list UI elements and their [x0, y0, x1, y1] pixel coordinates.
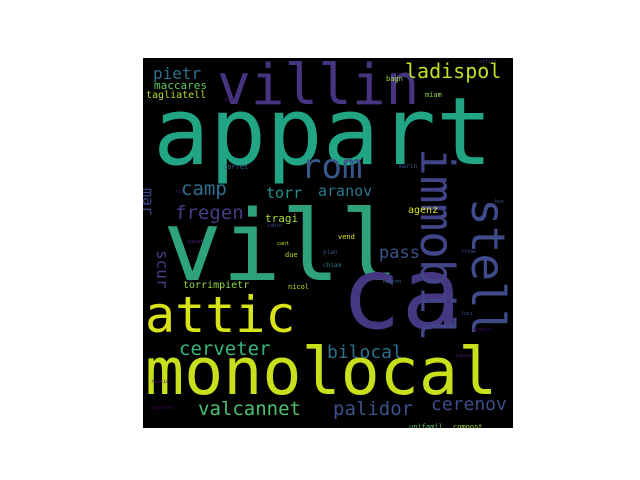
word-pass: pass — [379, 243, 420, 263]
word-luci: luci — [461, 311, 474, 317]
word-scur: scur — [153, 250, 172, 289]
word-gradin: gradin — [473, 327, 492, 333]
word-miam: miam — [425, 91, 442, 99]
word-balcon: balcon — [383, 279, 402, 285]
word-rom: rom — [301, 147, 363, 187]
word-cant: cant — [277, 241, 290, 247]
word-appart: appart — [153, 78, 493, 187]
word-aranov: aranov — [318, 182, 373, 200]
word-chiam: chiam — [323, 262, 342, 269]
word-rif: rif — [175, 189, 185, 195]
word-cerenov: cerenov — [431, 394, 507, 415]
word-frime: frime — [461, 249, 477, 255]
word-immobil: immobil — [410, 148, 464, 342]
word-rustic: rustic — [151, 379, 170, 385]
word-affitt: affitt — [479, 59, 498, 65]
word-lazzar: lazzar — [455, 353, 474, 359]
word-palidor: palidor — [333, 398, 414, 420]
word-corret: corret — [223, 163, 249, 171]
word-cloud: appart vill ca monolocal villin immobil … — [143, 58, 513, 428]
word-dinat: dinat — [188, 239, 204, 245]
word-villin: villin — [217, 58, 420, 118]
word-salon: salon — [367, 321, 386, 328]
word-marin: marin — [399, 163, 418, 170]
word-ladispol: ladispol — [405, 59, 502, 83]
word-pietr: pietr — [153, 64, 202, 83]
word-due: due — [285, 251, 298, 259]
word-camp: camp — [181, 178, 227, 200]
word-mar: mar — [143, 188, 157, 216]
word-ingresso: ingresso — [149, 405, 174, 411]
word-attic: attic — [145, 286, 296, 344]
word-maccares: maccares — [154, 79, 207, 92]
word-bagn: bagn — [386, 75, 403, 83]
word-monolocal: monolocal — [145, 335, 498, 410]
word-unifamil: unifamil — [409, 423, 443, 429]
word-tragi: tragi — [265, 212, 299, 225]
word-vill: vill — [163, 190, 400, 304]
word-vend: vend — [338, 233, 355, 241]
word-cerveter: cerveter — [179, 338, 271, 360]
word-fregen: fregen — [175, 202, 244, 224]
word-ca: ca — [341, 235, 462, 352]
word-agenz: agenz — [408, 205, 439, 216]
word-bilocal: bilocal — [327, 342, 403, 363]
word-torrimpietr: torrimpietr — [183, 280, 250, 291]
word-nicol: nicol — [288, 283, 310, 291]
word-piano: piano — [427, 187, 443, 193]
word-torr: torr — [266, 184, 303, 202]
word-cabin: cabin — [267, 223, 283, 229]
word-poss: poss — [225, 97, 238, 103]
word-pian: pian — [323, 249, 338, 256]
word-box: box — [495, 199, 505, 205]
word-tagliatell: tagliatell — [146, 90, 207, 101]
word-compost: compost — [453, 423, 483, 429]
word-valcannet: valcannet — [198, 398, 301, 420]
